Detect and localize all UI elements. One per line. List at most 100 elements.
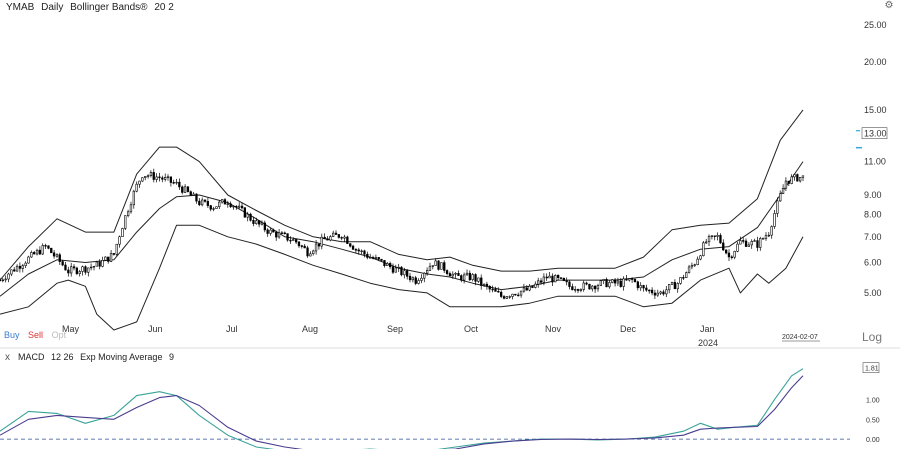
indicator-label[interactable]: Bollinger Bands® bbox=[70, 2, 148, 13]
candle-body bbox=[750, 241, 753, 246]
candle-body bbox=[528, 285, 531, 291]
candle-body bbox=[662, 291, 665, 295]
candle-body bbox=[124, 215, 127, 229]
interval-label: Daily bbox=[41, 2, 64, 13]
candle-body bbox=[317, 243, 321, 247]
candle-body bbox=[519, 290, 523, 296]
candle-body bbox=[0, 279, 2, 282]
candle-body bbox=[101, 259, 104, 267]
candle-body bbox=[696, 258, 699, 266]
candle-body bbox=[138, 180, 141, 185]
candle-body bbox=[545, 276, 548, 279]
candle-body bbox=[536, 280, 540, 285]
signal-param: 9 bbox=[168, 352, 174, 362]
macd-title: MACD 12 26 Exp Moving Average 9 bbox=[18, 352, 178, 362]
close-macd-icon[interactable]: x bbox=[5, 352, 10, 363]
candle-body bbox=[13, 269, 16, 272]
opt-button[interactable]: Opt bbox=[51, 330, 67, 340]
candle-body bbox=[104, 256, 107, 261]
candle-body bbox=[670, 282, 674, 285]
candle-body bbox=[420, 277, 423, 281]
candle-body bbox=[707, 236, 711, 243]
candle-body bbox=[329, 236, 332, 241]
log-scale-button[interactable]: Log bbox=[862, 330, 883, 344]
candle-body bbox=[690, 265, 694, 268]
candle-body bbox=[112, 253, 116, 255]
candle-body bbox=[534, 283, 537, 288]
candle-body bbox=[326, 238, 329, 241]
candle-body bbox=[380, 258, 383, 261]
candle-body bbox=[665, 289, 668, 295]
date-axis-tick: Jun bbox=[148, 324, 163, 334]
bollinger-upper-band bbox=[0, 109, 804, 281]
candle-body bbox=[403, 270, 406, 276]
candle-body bbox=[562, 277, 566, 282]
chart-title: YMAB Daily Bollinger Bands® 20 2 bbox=[6, 2, 178, 13]
candle-body bbox=[636, 281, 640, 289]
candle-body bbox=[161, 177, 164, 180]
candle-body bbox=[240, 205, 244, 209]
candle-body bbox=[331, 232, 335, 237]
candle-body bbox=[50, 247, 53, 254]
candle-body bbox=[58, 254, 61, 262]
candle-body bbox=[323, 236, 326, 239]
candle-body bbox=[451, 273, 454, 277]
candle-body bbox=[613, 279, 617, 284]
candle-body bbox=[445, 270, 449, 274]
candle-body bbox=[400, 266, 403, 276]
candle-body bbox=[508, 296, 511, 298]
candle-body bbox=[460, 275, 463, 281]
candle-body bbox=[192, 193, 195, 196]
macd-line bbox=[0, 368, 804, 449]
buy-button[interactable]: Buy bbox=[4, 330, 20, 340]
candle-body bbox=[704, 241, 708, 244]
candle-body bbox=[733, 251, 736, 258]
candle-body bbox=[340, 237, 343, 239]
candle-body bbox=[437, 260, 440, 270]
candle-body bbox=[7, 273, 10, 280]
candle-body bbox=[303, 245, 306, 249]
candle-body bbox=[443, 262, 446, 271]
candle-body bbox=[744, 240, 748, 247]
candle-body bbox=[115, 243, 118, 255]
candle-body bbox=[206, 201, 210, 206]
candle-body bbox=[90, 266, 93, 269]
candle-body bbox=[784, 180, 788, 189]
date-axis-tick: Nov bbox=[545, 324, 562, 334]
candle-body bbox=[61, 261, 64, 266]
candle-body bbox=[235, 205, 238, 208]
candle-body bbox=[480, 277, 483, 286]
sell-button[interactable]: Sell bbox=[28, 330, 44, 340]
candle-body bbox=[517, 294, 520, 297]
candle-body bbox=[551, 275, 554, 283]
candle-body bbox=[166, 176, 170, 178]
candle-body bbox=[682, 277, 685, 279]
candle-body bbox=[408, 275, 412, 281]
settings-gear-icon[interactable]: ⚙ bbox=[884, 0, 894, 11]
candle-body bbox=[573, 289, 577, 291]
candle-body bbox=[201, 199, 204, 206]
candle-body bbox=[630, 278, 634, 280]
last-price-box bbox=[861, 127, 888, 139]
candle-body bbox=[135, 183, 138, 192]
candle-body bbox=[539, 280, 543, 283]
candle-body bbox=[246, 213, 249, 218]
candle-body bbox=[354, 249, 358, 251]
candle-body bbox=[175, 181, 178, 184]
candle-body bbox=[164, 177, 167, 180]
candle-body bbox=[127, 211, 130, 217]
candle-body bbox=[84, 266, 87, 273]
candle-body bbox=[266, 229, 269, 234]
candle-body bbox=[306, 247, 309, 257]
price-axis-tick: 11.00 bbox=[864, 157, 886, 167]
candle-body bbox=[146, 175, 150, 177]
candle-body bbox=[232, 205, 235, 208]
candle-body bbox=[386, 263, 389, 266]
macd-label[interactable]: MACD bbox=[18, 352, 45, 362]
macd-axis-tick: 1.00 bbox=[866, 398, 880, 405]
candle-body bbox=[787, 180, 790, 184]
candle-body bbox=[4, 278, 7, 281]
candle-body bbox=[260, 222, 264, 225]
candle-body bbox=[286, 233, 289, 241]
